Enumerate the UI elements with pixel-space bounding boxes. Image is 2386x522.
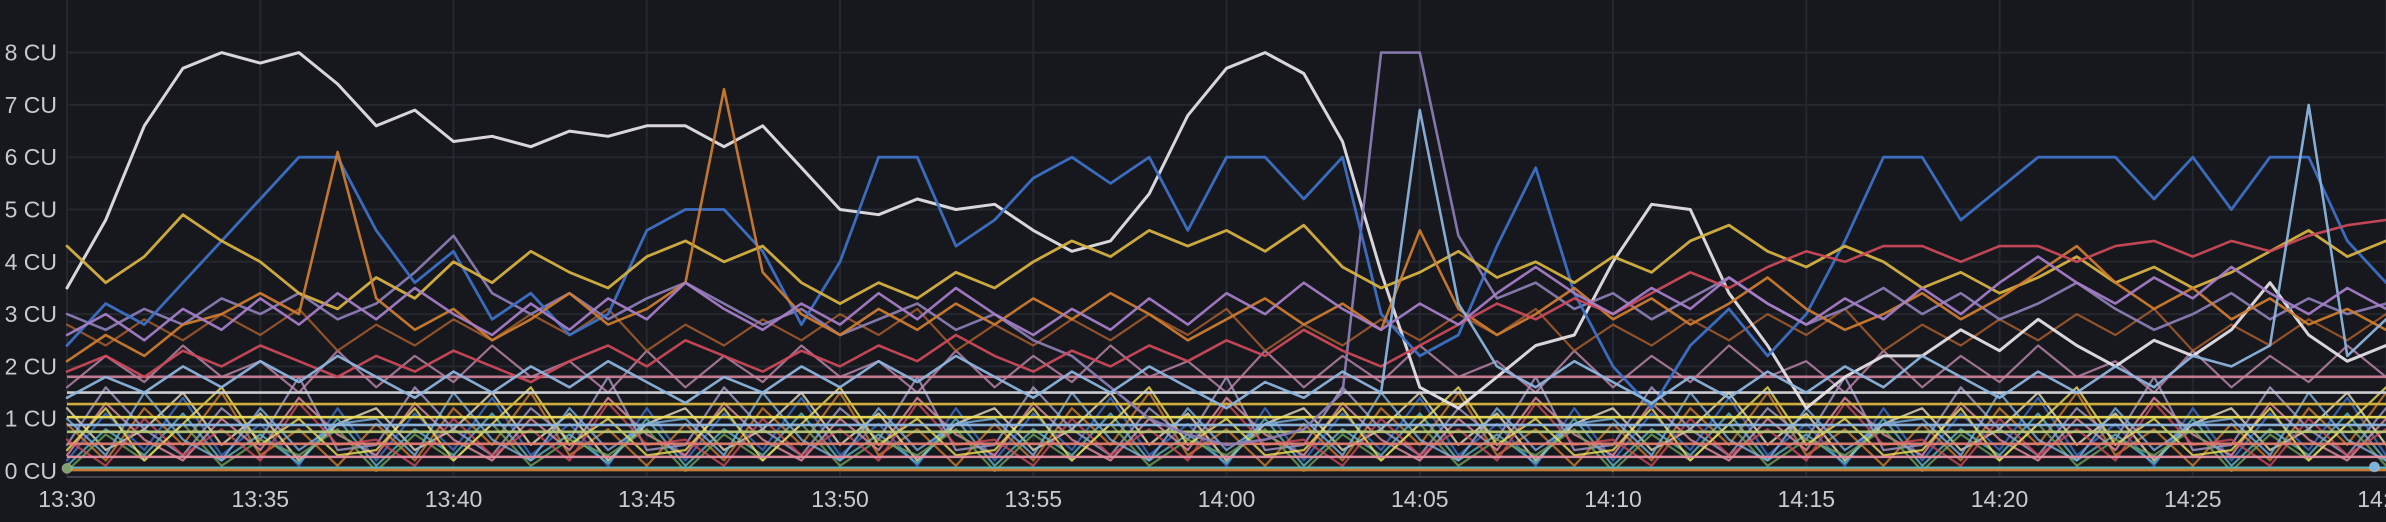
x-axis-tick-label: 13:50 xyxy=(811,486,869,512)
x-axis-tick-label: 13:55 xyxy=(1004,486,1062,512)
x-axis-tick-label: 14:30 xyxy=(2357,486,2386,512)
x-axis-tick-label: 13:35 xyxy=(231,486,289,512)
series-line-noise-orange xyxy=(65,391,2386,467)
y-axis-tick-label: 8 CU xyxy=(5,40,57,66)
series-line-yellow-line xyxy=(65,213,2386,311)
x-axis-tick-label: 14:00 xyxy=(1198,486,1256,512)
series-line-orange-line xyxy=(65,87,2386,363)
x-axis-tick-label: 14:10 xyxy=(1584,486,1642,512)
y-axis-tick-label: 2 CU xyxy=(5,353,57,379)
x-axis-tick-label: 14:15 xyxy=(1777,486,1835,512)
y-axis-tick-label: 7 CU xyxy=(5,92,57,118)
series-line-purple-line xyxy=(65,255,2386,342)
series-line-noise-blue xyxy=(65,396,2386,467)
series-line-blue-line xyxy=(65,155,2386,410)
x-axis-tick-label: 13:30 xyxy=(38,486,96,512)
y-axis-tick-label: 5 CU xyxy=(5,197,57,223)
series-line-red-line xyxy=(65,218,2386,384)
series-end-point xyxy=(2368,461,2380,473)
y-axis-tick-label: 4 CU xyxy=(5,249,57,275)
x-axis-tick-label: 14:25 xyxy=(2164,486,2222,512)
x-axis-tick-label: 13:45 xyxy=(618,486,676,512)
series-line-light-blue-line xyxy=(65,103,2386,410)
y-axis-tick-label: 1 CU xyxy=(5,406,57,432)
x-axis-tick-label: 13:40 xyxy=(425,486,483,512)
x-axis-tick-label: 14:20 xyxy=(1971,486,2029,512)
series-start-point xyxy=(61,462,73,474)
series-line-noise-lightyellow xyxy=(65,386,2386,462)
series-line-white-max-line xyxy=(65,51,2386,410)
y-axis-tick-label: 3 CU xyxy=(5,301,57,327)
series-line-noise-pink xyxy=(65,396,2386,462)
series-line-noise-teal xyxy=(65,412,2386,467)
y-axis-tick-label: 6 CU xyxy=(5,144,57,170)
series-line-violet-line xyxy=(65,51,2386,447)
y-axis-tick-label: 0 CU xyxy=(5,458,57,484)
x-axis-tick-label: 14:05 xyxy=(1391,486,1449,512)
